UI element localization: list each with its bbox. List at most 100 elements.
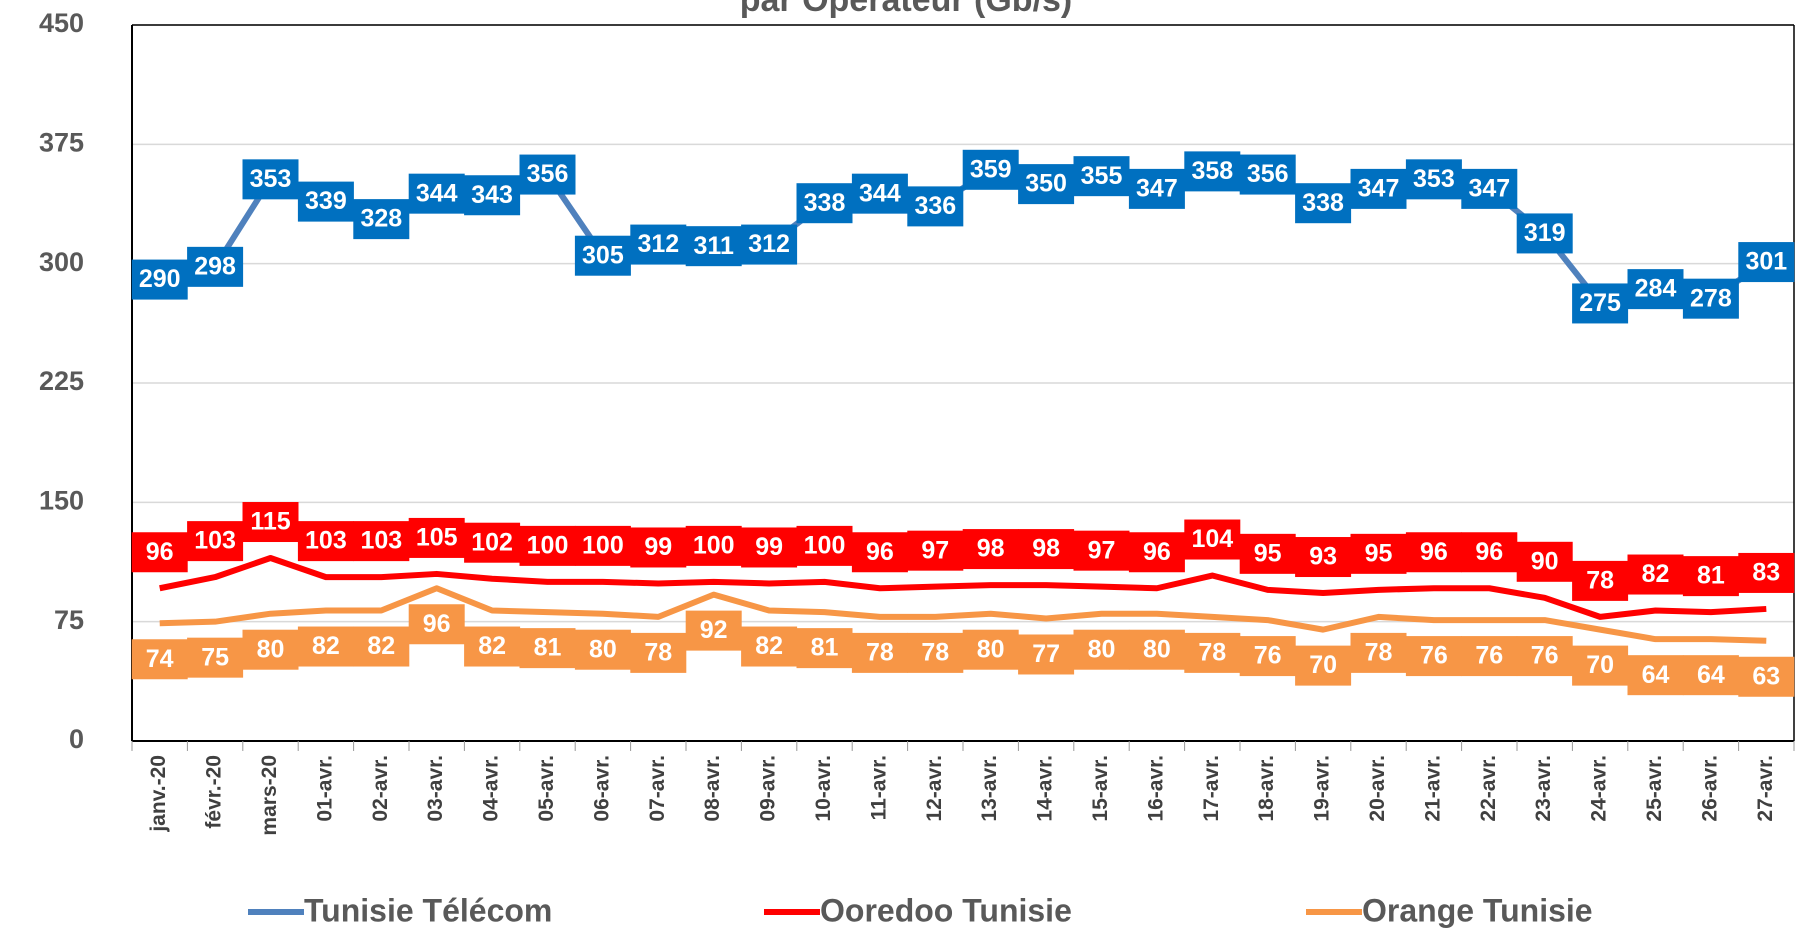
data-label-box <box>187 246 244 287</box>
data-label-box <box>1461 636 1518 677</box>
data-label: 105 <box>416 524 458 552</box>
data-label-box <box>297 626 354 667</box>
data-label-box <box>519 154 576 195</box>
data-label: 74 <box>146 645 174 673</box>
data-label-box <box>1239 154 1296 195</box>
y-tick-label: 375 <box>39 127 84 157</box>
data-label-box <box>1516 636 1573 677</box>
data-label-box <box>1461 532 1518 573</box>
data-label: 298 <box>194 252 236 280</box>
y-tick-label: 75 <box>54 605 84 635</box>
data-label-box <box>464 175 521 216</box>
data-label: 305 <box>582 241 624 269</box>
data-label-box <box>962 529 1019 570</box>
data-label-box <box>1572 560 1629 601</box>
data-label-box <box>353 626 410 667</box>
data-label-box <box>131 259 188 300</box>
data-label: 78 <box>1365 639 1393 667</box>
data-label-box <box>630 224 687 265</box>
data-label-box <box>1405 636 1462 677</box>
data-label-box <box>1018 164 1075 205</box>
y-tick-label: 300 <box>39 247 84 277</box>
data-label-box <box>1073 629 1130 670</box>
data-label-box <box>1295 183 1352 224</box>
data-label-box <box>796 525 853 566</box>
x-tick-label: 03-avr. <box>424 755 447 822</box>
data-label: 344 <box>859 179 901 207</box>
data-label: 102 <box>471 528 513 556</box>
data-label-box <box>630 527 687 568</box>
data-label-box <box>574 235 631 276</box>
data-label: 96 <box>146 538 174 566</box>
data-label-box <box>187 637 244 678</box>
data-label-box <box>242 159 299 200</box>
data-label: 115 <box>250 508 290 536</box>
data-label-box <box>1350 632 1407 673</box>
data-label-box <box>353 521 410 562</box>
x-tick-label: 02-avr. <box>369 755 392 822</box>
x-tick-label: 16-avr. <box>1144 755 1167 822</box>
data-label-box <box>131 532 188 573</box>
data-label-box <box>1018 634 1075 675</box>
data-label-box <box>1128 629 1185 670</box>
series-line <box>159 585 1767 644</box>
y-tick-label: 0 <box>69 724 84 754</box>
data-label-box <box>519 628 576 669</box>
data-label-box <box>297 181 354 222</box>
data-label-box <box>1738 656 1795 697</box>
x-tick-label: 20-avr. <box>1366 755 1389 822</box>
data-label: 82 <box>312 632 340 660</box>
data-label: 96 <box>1420 538 1448 566</box>
data-label-box <box>464 626 521 667</box>
data-label: 70 <box>1586 651 1614 679</box>
x-tick-label: 25-avr. <box>1643 755 1666 822</box>
data-label-box <box>630 632 687 673</box>
data-label-box <box>907 530 964 571</box>
data-label-box <box>741 224 798 265</box>
data-label-box <box>1405 532 1462 573</box>
data-label-box <box>1461 168 1518 209</box>
data-label: 356 <box>1247 160 1289 188</box>
data-label-box <box>353 199 410 240</box>
data-label-box <box>1184 632 1241 673</box>
data-label: 336 <box>914 192 956 220</box>
data-label: 78 <box>1586 567 1614 595</box>
data-label: 96 <box>1143 538 1171 566</box>
x-tick-label: janv.-20 <box>147 755 170 833</box>
data-label: 99 <box>644 533 672 561</box>
data-label: 103 <box>360 527 402 555</box>
data-label-box <box>962 629 1019 670</box>
data-label-box <box>1516 213 1573 254</box>
data-label-box <box>1682 278 1739 319</box>
data-label-box <box>796 628 853 669</box>
x-tick-label: 11-avr. <box>867 755 890 820</box>
data-label-box <box>1184 519 1241 560</box>
data-label-box <box>741 626 798 667</box>
data-label: 78 <box>921 639 949 667</box>
data-label: 311 <box>694 232 734 260</box>
data-label-box <box>796 183 853 224</box>
data-label-box <box>1018 529 1075 570</box>
data-label: 78 <box>1198 639 1226 667</box>
data-label-box <box>242 502 299 543</box>
data-label: 290 <box>139 265 181 293</box>
data-label-box <box>1572 283 1629 324</box>
data-label-box <box>408 173 465 214</box>
x-tick-label: 07-avr. <box>646 755 669 822</box>
x-tick-label: 23-avr. <box>1532 755 1555 822</box>
data-label-box <box>1128 168 1185 209</box>
data-label: 77 <box>1032 640 1060 668</box>
data-label: 64 <box>1642 661 1670 689</box>
data-label-box <box>1738 552 1795 593</box>
x-tick-label: 15-avr. <box>1089 755 1112 822</box>
data-label: 338 <box>1302 189 1344 217</box>
data-label: 78 <box>644 639 672 667</box>
data-label: 350 <box>1025 170 1067 198</box>
data-label: 92 <box>700 616 728 644</box>
data-label-box <box>1295 537 1352 578</box>
data-label-box <box>1627 655 1684 696</box>
data-label: 64 <box>1697 661 1725 689</box>
data-label: 96 <box>423 610 451 638</box>
data-label-box <box>1682 556 1739 597</box>
